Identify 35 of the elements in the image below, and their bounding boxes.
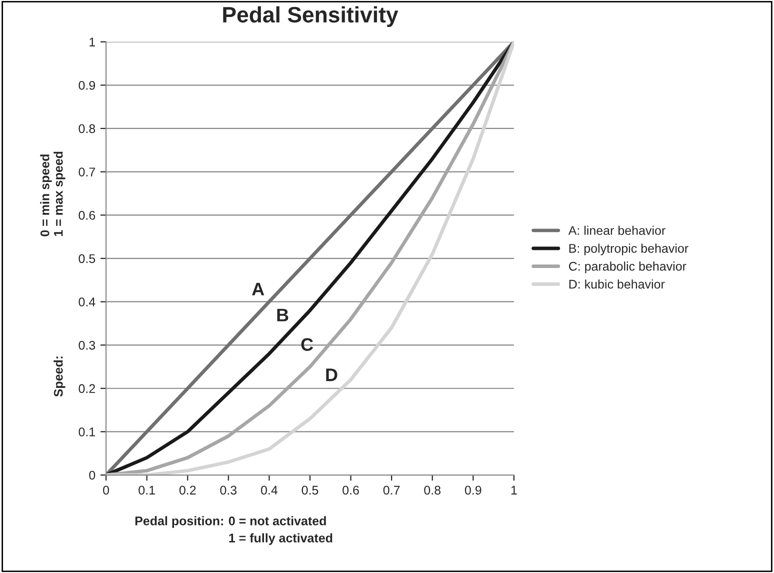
y-tick-label: 0.1 (78, 428, 96, 436)
annotation: D (326, 368, 338, 382)
y-axis-title: Speed: (54, 356, 66, 397)
y-tick-label: 0.4 (78, 298, 96, 306)
x-tick-label: 0.6 (342, 486, 359, 495)
x-tick-label: 0.9 (464, 486, 482, 495)
x-tick-label: 0.5 (302, 486, 318, 495)
x-tick-label: 0.8 (424, 486, 440, 495)
x-tick-label: 0.7 (383, 486, 400, 495)
legend-label: D: kubic behavior (569, 279, 665, 289)
legend-label: B: polytropic behavior (569, 244, 688, 256)
y-tick-label: 0.7 (78, 168, 95, 176)
annotation: B (277, 308, 288, 322)
y-tick-label: 0.8 (78, 124, 96, 134)
legend-label: C: parabolic behavior (568, 262, 686, 274)
x-tick-label: 1 (511, 486, 517, 494)
y-tick-label: 0.5 (78, 254, 96, 264)
y-tick-label: 0.2 (78, 384, 95, 394)
x-tick-label: 0 (103, 486, 110, 495)
x-tick-label: 0.1 (138, 486, 155, 495)
y-tick-label: 0.6 (78, 210, 96, 220)
y-tick-label: 0.3 (78, 340, 96, 350)
y-tick-label: 1 (90, 38, 96, 46)
chart-title: Pedal Sensitivity (223, 6, 398, 27)
text: 0 = min speed 1 = max speed (40, 152, 66, 236)
text: 0 = not activated 1 = fully activated (228, 516, 332, 545)
y-tick-label: 0 (89, 470, 96, 480)
x-tick-label: 0.4 (261, 486, 278, 495)
x-tick-label: 0.3 (220, 486, 237, 495)
annotation: C (301, 338, 314, 351)
x-axis-title: Pedal position: (135, 516, 223, 528)
legend-label: A: linear behavior (568, 226, 666, 235)
x-tick-label: 0.2 (179, 486, 196, 495)
annotation: A (252, 282, 264, 296)
y-tick-label: 0.9 (78, 80, 96, 90)
